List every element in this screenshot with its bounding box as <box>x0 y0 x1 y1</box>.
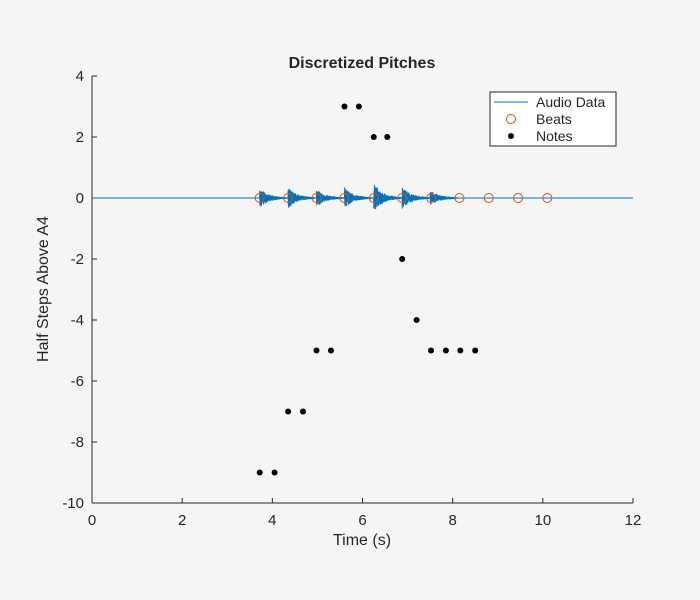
beat-marker <box>368 193 379 203</box>
y-tick-label: -10 <box>62 495 84 512</box>
y-tick-label: -6 <box>71 373 84 390</box>
x-axis-label: Time (s) <box>333 532 391 549</box>
y-tick-label: -4 <box>71 312 84 329</box>
beat-marker <box>454 193 465 203</box>
note-marker <box>285 408 292 415</box>
x-tick-label: 10 <box>534 512 551 529</box>
x-tick-label: 4 <box>268 512 276 529</box>
legend-beats-swatch <box>506 114 516 124</box>
note-marker <box>384 134 391 140</box>
y-tick-label: 0 <box>76 190 84 207</box>
y-tick-label: 4 <box>76 68 84 85</box>
beat-marker <box>397 193 408 203</box>
plot-area: 0 2 4 6 8 10 12 -10 -8 -6 -4 -2 0 2 4 <box>62 68 641 529</box>
beat-marker <box>283 193 294 203</box>
y-tick-label: 2 <box>76 129 84 146</box>
beat-marker <box>311 193 322 203</box>
note-marker <box>271 469 278 476</box>
note-marker <box>327 347 334 354</box>
series-notes <box>256 103 479 476</box>
chart-title: Discretized Pitches <box>289 55 436 72</box>
note-marker <box>299 408 306 415</box>
note-marker <box>428 347 435 354</box>
series-beats <box>254 193 553 203</box>
y-tick-label: -8 <box>71 434 84 451</box>
x-tick-label: 6 <box>358 512 366 529</box>
note-marker <box>442 347 449 354</box>
note-marker <box>399 256 406 262</box>
y-axis-label: Half Steps Above A4 <box>35 216 52 362</box>
beat-marker <box>339 193 350 203</box>
x-tick-label: 12 <box>625 512 642 529</box>
note-marker <box>313 347 320 354</box>
beat-marker <box>542 193 553 203</box>
legend-label: Notes <box>536 128 573 144</box>
beat-marker <box>426 193 437 203</box>
legend-label: Audio Data <box>536 94 605 110</box>
beat-marker <box>254 193 265 203</box>
note-marker <box>341 103 348 110</box>
y-tick-label: -2 <box>71 251 84 268</box>
y-ticks: -10 -8 -6 -4 -2 0 2 4 <box>62 68 97 512</box>
note-marker <box>413 317 420 323</box>
note-marker <box>256 469 263 476</box>
x-tick-label: 2 <box>178 512 186 529</box>
legend-notes-swatch <box>508 133 514 139</box>
x-tick-label: 8 <box>448 512 456 529</box>
legend-label: Beats <box>536 111 572 127</box>
beat-marker <box>483 193 494 203</box>
x-tick-label: 0 <box>88 512 96 529</box>
beat-marker <box>513 193 524 203</box>
note-marker <box>355 103 362 110</box>
note-marker <box>472 347 479 354</box>
x-ticks: 0 2 4 6 8 10 12 <box>88 498 642 529</box>
note-marker <box>457 347 464 354</box>
note-marker <box>370 134 377 140</box>
